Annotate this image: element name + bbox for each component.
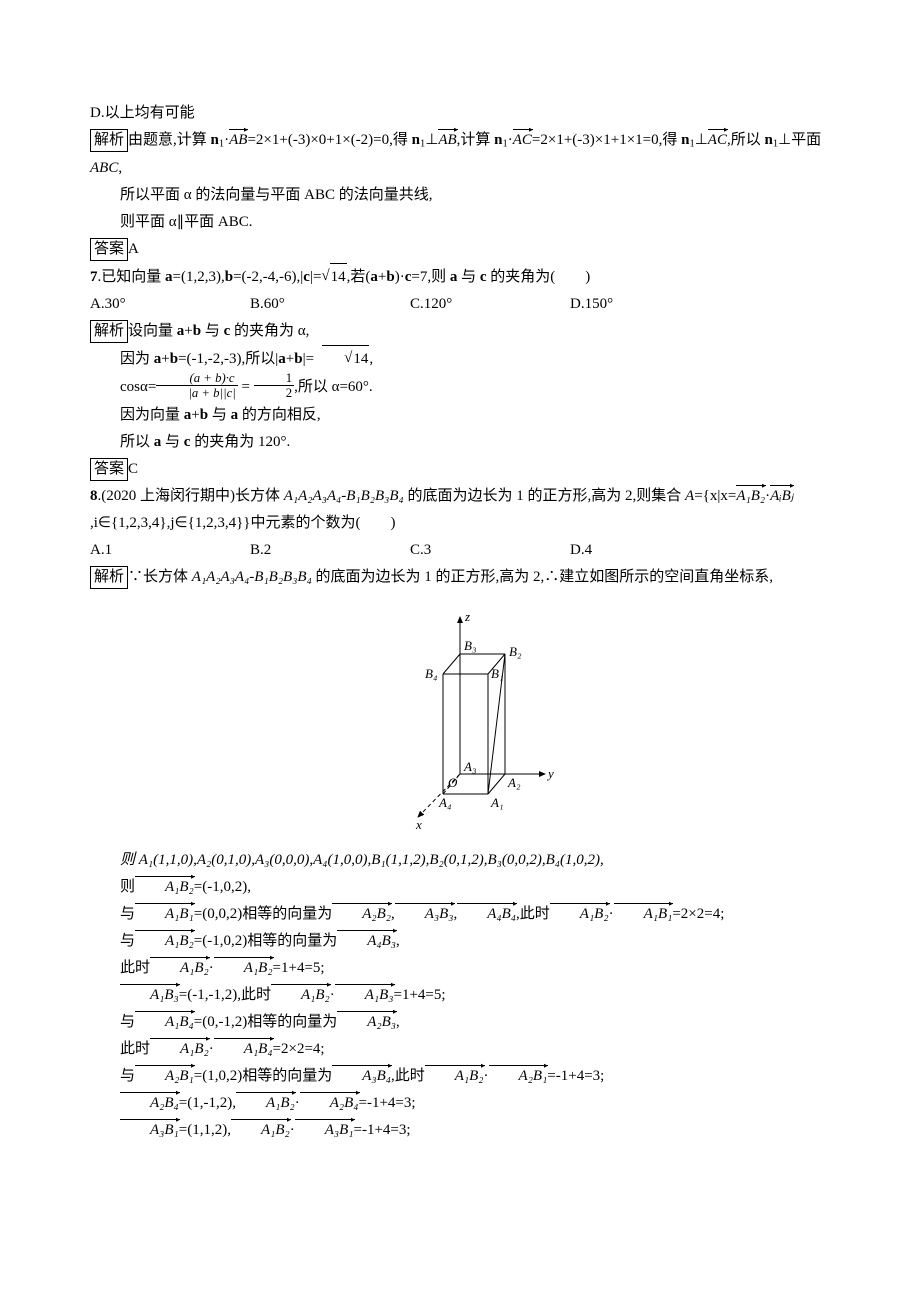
q8-optD: D.4	[570, 537, 730, 564]
q7-answer: 答案C	[90, 456, 830, 483]
q7-analysis-3: cosα=(a + b)·c|a + b||c| = 12,所以 α=60°.	[90, 373, 830, 402]
svg-text:B₄: B₄	[425, 666, 438, 681]
q6-optD: D.以上均有可能	[90, 100, 830, 127]
fraction: (a + b)·c|a + b||c|	[156, 371, 237, 400]
fraction: 12	[254, 371, 294, 400]
svg-text:x: x	[415, 817, 422, 829]
svg-text:A₂: A₂	[507, 775, 521, 790]
q8-sol-11: A₃B₁=(1,1,2),A₁B₂·A₃B₁=-1+4=3;	[90, 1117, 830, 1144]
q7-analysis-2: 因为 a+b=(-1,-2,-3),所以|a+b|=14,	[90, 345, 830, 373]
q6-answer: 答案A	[90, 236, 830, 263]
q8-optA: A.1	[90, 537, 250, 564]
sqrt-icon: 14	[322, 345, 369, 373]
prism-diagram: z y x O A₃ A₂ A₁ A₄ B₃ B₂ B₁ B₄	[360, 599, 560, 829]
q8-sol-4: 与A₁B₂=(-1,0,2)相等的向量为A₄B₃,	[90, 928, 830, 955]
q8-sol-7: 与A₁B₄=(0,-1,2)相等的向量为A₂B₃,	[90, 1009, 830, 1036]
q8-sol-1: 则 A₁(1,1,0),A₂(0,1,0),A₃(0,0,0),A₄(1,0,0…	[90, 847, 830, 874]
q7-analysis-5: 所以 a 与 c 的夹角为 120°.	[90, 429, 830, 456]
q6-analysis-2: 所以平面 α 的法向量与平面 ABC 的法向量共线,	[90, 182, 830, 209]
sqrt-icon: 14	[330, 263, 347, 291]
vec-AiBj: AᵢBⱼ	[770, 483, 793, 510]
svg-text:B₁: B₁	[491, 666, 503, 681]
svg-text:B₃: B₃	[464, 638, 476, 653]
q8-sol-5: 此时A₁B₂·A₁B₂=1+4=5;	[90, 955, 830, 982]
q7-optC: C.120°	[410, 291, 570, 318]
q8-figure: z y x O A₃ A₂ A₁ A₄ B₃ B₂ B₁ B₄	[90, 599, 830, 839]
q7-optB: B.60°	[250, 291, 410, 318]
q6-analysis-3: 则平面 α∥平面 ABC.	[90, 209, 830, 236]
vec-A1B2: A₁B₂	[736, 483, 765, 510]
q8-options: A.1 B.2 C.3 D.4	[90, 537, 830, 564]
svg-text:y: y	[546, 766, 554, 781]
vec-AC: AC	[708, 127, 727, 154]
q7-stem: 7.已知向量 a=(1,2,3),b=(-2,-4,-6),|c|=14,若(a…	[90, 263, 830, 291]
svg-text:z: z	[464, 609, 470, 624]
analysis-label: 解析	[90, 129, 128, 152]
vec-AB: AB	[229, 127, 247, 154]
q8-optC: C.3	[410, 537, 570, 564]
q7-analysis-4: 因为向量 a+b 与 a 的方向相反,	[90, 402, 830, 429]
q8-optB: B.2	[250, 537, 410, 564]
q7-optA: A.30°	[90, 291, 250, 318]
q7-analysis-1: 解析设向量 a+b 与 c 的夹角为 α,	[90, 318, 830, 345]
vec-AC: AC	[513, 127, 532, 154]
q8-sol-10: A₂B₄=(1,-1,2),A₁B₂·A₂B₄=-1+4=3;	[90, 1090, 830, 1117]
vec-AB: AB	[438, 127, 456, 154]
q8-analysis-1: 解析∵长方体 A₁A₂A₃A₄-B₁B₂B₃B₄ 的底面为边长为 1 的正方形,…	[90, 564, 830, 591]
q7-optD: D.150°	[570, 291, 730, 318]
q8-sol-2: 则A₁B₂=(-1,0,2),	[90, 874, 830, 901]
q6-analysis: 解析由题意,计算 n1·AB=2×1+(-3)×0+1×(-2)=0,得 n1⊥…	[90, 127, 830, 182]
q8-sol-3: 与A₁B₁=(0,0,2)相等的向量为A₂B₂,A₃B₃,A₄B₄,此时A₁B₂…	[90, 901, 830, 928]
svg-text:A₃: A₃	[463, 759, 476, 774]
svg-text:A₁: A₁	[490, 795, 503, 810]
svg-text:A₄: A₄	[438, 795, 452, 810]
q7-options: A.30° B.60° C.120° D.150°	[90, 291, 830, 318]
svg-text:B₂: B₂	[509, 644, 522, 659]
q8-sol-9: 与A₂B₁=(1,0,2)相等的向量为A₃B₄,此时A₁B₂·A₂B₁=-1+4…	[90, 1063, 830, 1090]
q8-sol-8: 此时A₁B₂·A₁B₄=2×2=4;	[90, 1036, 830, 1063]
q8-sol-6: A₁B₃=(-1,-1,2),此时A₁B₂·A₁B₃=1+4=5;	[90, 982, 830, 1009]
q8-stem: 8.(2020 上海闵行期中)长方体 A₁A₂A₃A₄-B₁B₂B₃B₄ 的底面…	[90, 483, 830, 537]
svg-text:O: O	[448, 775, 458, 790]
